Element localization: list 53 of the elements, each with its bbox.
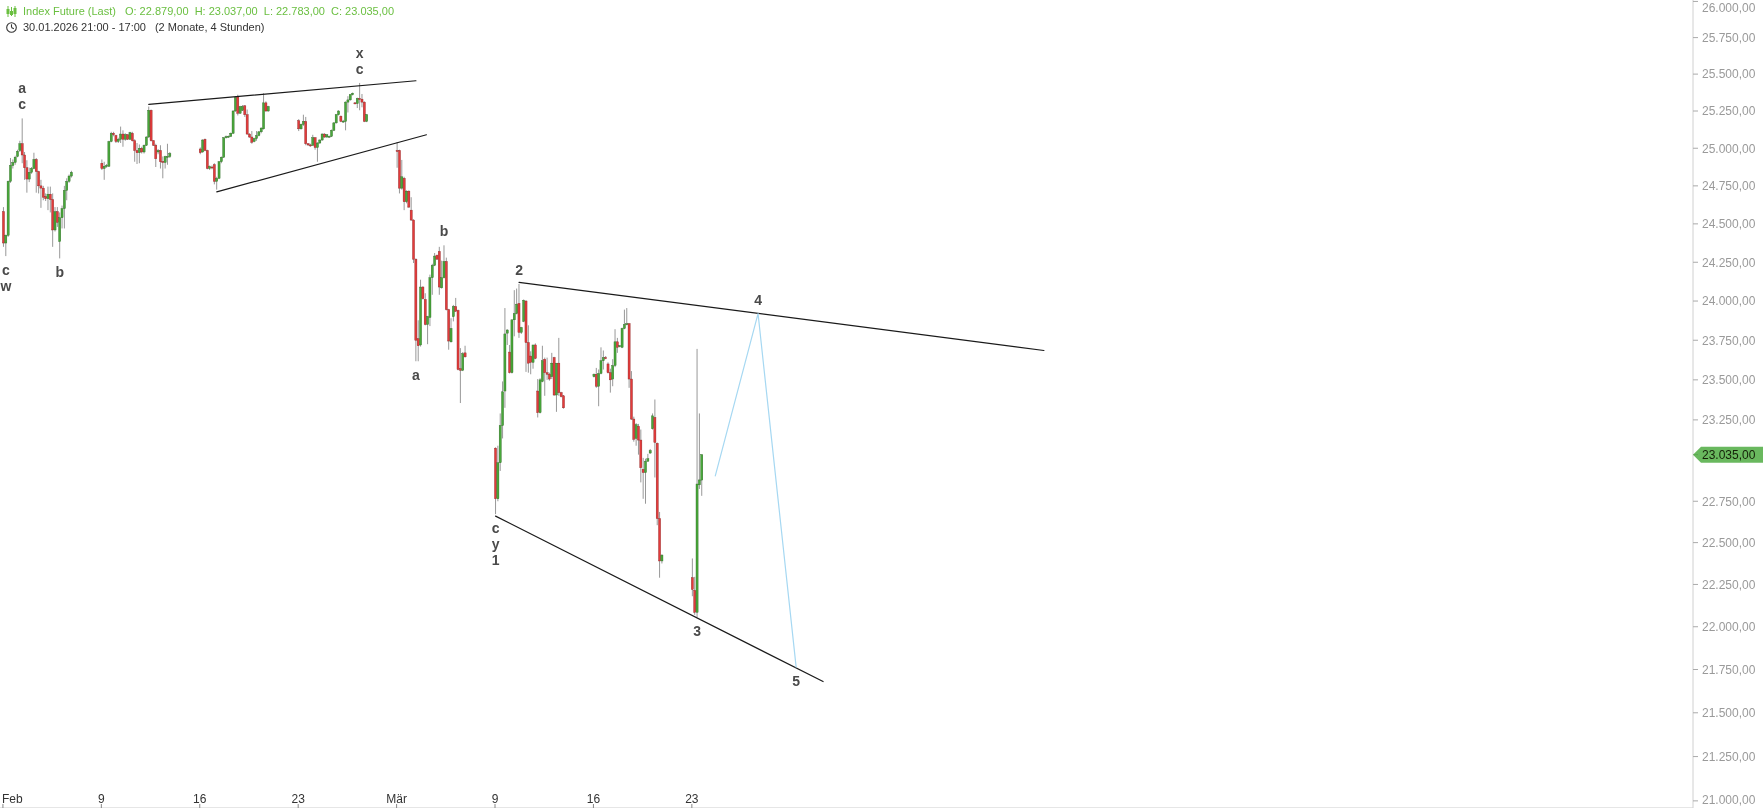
y-tick-label: 24.750,00 [1702,179,1756,194]
x-tick-label: 16 [586,792,601,806]
annotation: a [18,80,27,97]
x-tick-label: Feb [2,792,23,806]
y-tick-label: 21.000,00 [1702,793,1756,808]
x-tick-label: 9 [491,792,499,806]
y-tick-label: 25.500,00 [1702,67,1756,82]
x-tick-label: 23 [291,792,306,806]
annotation: 5 [792,672,801,689]
annotation: c [1,262,10,279]
annotation: y [491,536,500,553]
y-tick-label: 23.035,00 [1702,447,1756,462]
y-tick-label: 22.250,00 [1702,577,1756,592]
text: Index Future (Last) [23,5,116,18]
y-tick-label: 23.750,00 [1702,333,1756,348]
x-tick-label: 23 [685,792,699,806]
annotation: c [18,96,27,113]
y-tick-label: 25.250,00 [1702,104,1756,119]
annotation: x [355,44,364,61]
annotation: c [491,520,500,537]
y-tick-label: 22.750,00 [1702,494,1756,509]
y-tick-label: 22.500,00 [1702,535,1756,550]
y-tick-label: 24.250,00 [1702,255,1756,270]
annotation: 30.01.2026 21:00 - 17:00 [23,21,146,34]
y-tick-label: 25.000,00 [1702,141,1756,156]
candlestick [316,141,319,163]
annotation: 3 [693,623,702,640]
annotation: 1 [491,552,500,569]
y-tick-label: 26.000,00 [1702,1,1756,16]
candlestick [644,458,647,505]
annotation: a [412,367,421,384]
annotation: w [0,278,12,295]
y-tick-label: 24.000,00 [1702,294,1756,309]
x-tick-label: 9 [98,792,105,806]
y-tick-label: 24.500,00 [1702,217,1756,232]
annotation: b [439,223,449,240]
annotation: 2 [515,261,524,278]
y-tick-label: 21.750,00 [1702,662,1756,677]
x-tick-label: 16 [193,792,207,806]
y-tick-label: 21.500,00 [1702,706,1756,721]
annotation: c [355,60,364,77]
annotation: 4 [754,291,763,308]
y-tick-label: 21.250,00 [1702,749,1756,764]
y-tick-label: 23.250,00 [1702,413,1756,428]
x-tick-label: Mär [386,792,407,806]
text: O: 22.879,00 H: 23.037,00 L: 22.783,00 C: 23.035,00 [124,5,395,18]
annotation: (2 Monate, 4 Stunden) [154,21,265,34]
candlestick [625,307,629,326]
candlestick [463,345,467,359]
annotation: b [55,264,65,281]
y-tick-label: 22.000,00 [1702,620,1756,635]
y-tick-label: 23.500,00 [1702,373,1756,388]
y-tick-label: 25.750,00 [1702,30,1756,45]
